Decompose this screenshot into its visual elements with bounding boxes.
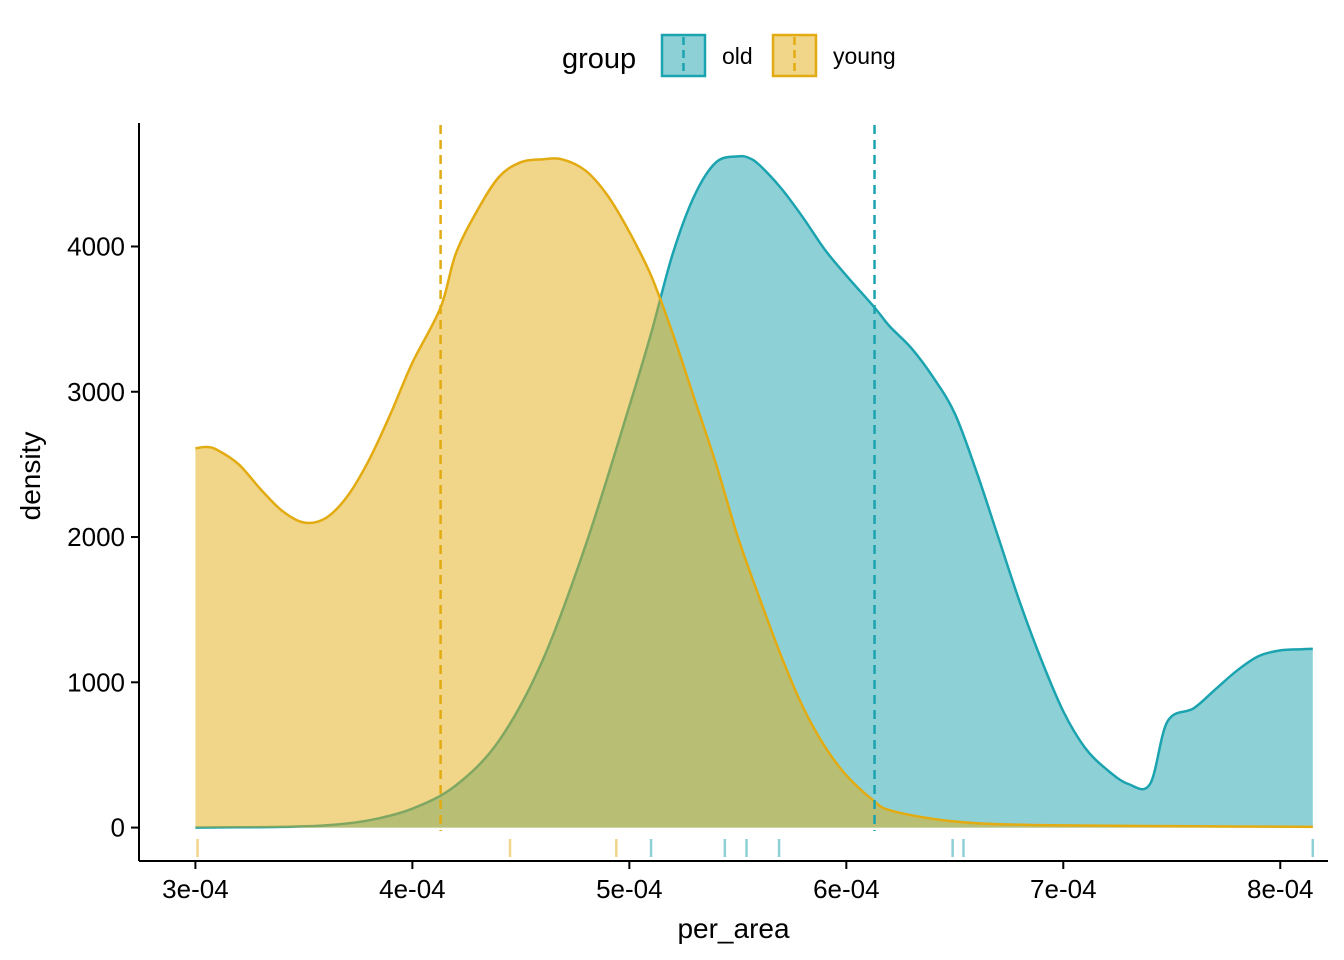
density-area-old bbox=[195, 156, 1313, 828]
plot-area bbox=[195, 125, 1315, 857]
y-tick-label: 4000 bbox=[67, 231, 125, 261]
y-tick-label: 3000 bbox=[67, 377, 125, 407]
legend-title: group bbox=[562, 43, 636, 75]
y-tick-label: 1000 bbox=[67, 667, 125, 697]
density-line-young bbox=[195, 157, 1313, 829]
y-axis-title: density bbox=[15, 432, 46, 521]
x-tick-label: 3e-04 bbox=[162, 874, 229, 904]
x-tick-label: 6e-04 bbox=[813, 874, 880, 904]
axes: 3e-04 4e-04 5e-04 6e-04 7e-04 8e-04 0 1000 2000… bbox=[15, 123, 1328, 944]
x-tick-label: 4e-04 bbox=[379, 874, 446, 904]
x-tick-label: 5e-04 bbox=[596, 874, 663, 904]
legend: group old young bbox=[562, 33, 896, 78]
density-area-young bbox=[195, 158, 1313, 828]
legend-label-old: old bbox=[722, 43, 753, 69]
x-tick-label: 7e-04 bbox=[1030, 874, 1097, 904]
y-tick-label: 2000 bbox=[67, 522, 125, 552]
y-tick-label: 0 bbox=[111, 813, 125, 843]
x-axis-title: per_area bbox=[677, 913, 790, 944]
legend-label-young: young bbox=[833, 43, 896, 69]
x-tick-label: 8e-04 bbox=[1247, 874, 1314, 904]
